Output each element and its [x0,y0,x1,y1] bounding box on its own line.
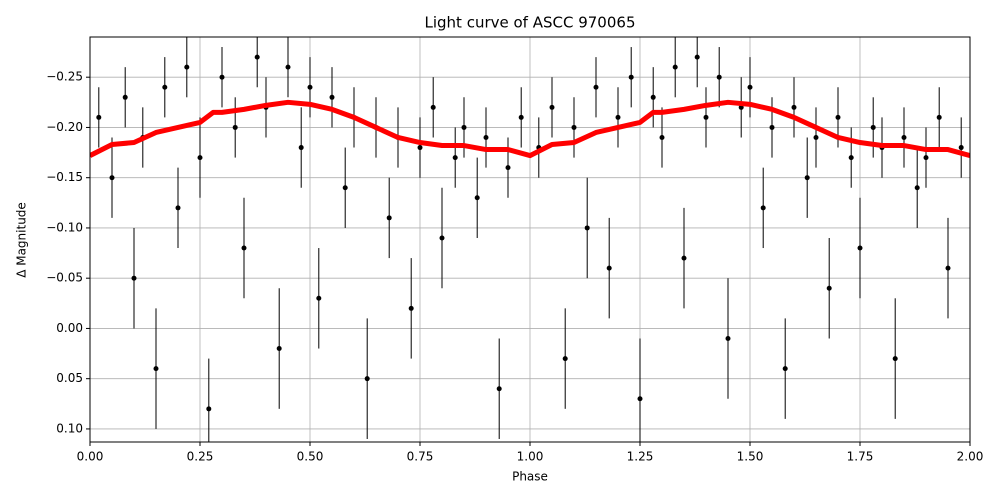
x-tick-label: 1.25 [627,450,654,464]
y-tick-label: 0.10 [56,421,83,435]
data-point [430,104,436,110]
x-tick-label: 0.75 [407,450,434,464]
data-point [131,275,137,281]
y-tick-label: −0.25 [46,70,83,84]
y-axis-label: Δ Magnitude [15,202,29,278]
data-point [307,84,313,90]
data-point [615,114,621,120]
y-tick-label: 0.00 [56,321,83,335]
data-point [285,64,291,70]
data-point [364,376,370,382]
data-point [439,235,445,241]
x-tick-label: 0.50 [297,450,324,464]
x-tick-label: 0.00 [77,450,104,464]
x-axis-label: Phase [512,470,548,484]
y-tick-label: −0.15 [46,170,83,184]
data-point [109,175,115,181]
data-point [219,74,225,80]
data-point [518,114,524,120]
data-point [184,64,190,70]
data-point [298,145,304,151]
data-point [241,245,247,251]
y-tick-label: −0.05 [46,271,83,285]
data-point [417,145,423,151]
data-point [650,94,656,100]
data-point [197,155,203,161]
data-point [496,386,502,392]
data-point [452,155,458,161]
data-point [206,406,212,412]
x-tick-label: 1.75 [847,450,874,464]
data-point [562,356,568,362]
data-point [549,104,555,110]
data-point [813,134,819,140]
data-point [628,74,634,80]
data-point [254,54,260,60]
data-point [483,134,489,140]
data-point [694,54,700,60]
data-point [96,114,102,120]
data-point [835,114,841,120]
data-point [593,84,599,90]
data-point [276,346,282,352]
chart-title: Light curve of ASCC 970065 [425,14,636,32]
data-point [681,255,687,261]
data-point [958,145,964,151]
data-point [945,265,951,271]
data-point [329,94,335,100]
data-point [659,134,665,140]
trend-line [90,99,970,159]
data-point [716,74,722,80]
data-point [848,155,854,161]
data-point [936,114,942,120]
data-point [122,94,128,100]
data-point [637,396,643,402]
data-point [505,165,511,171]
data-point [386,215,392,221]
data-point [461,124,467,130]
data-point [342,185,348,191]
data-point [782,366,788,372]
data-point [584,225,590,231]
x-tick-label: 1.50 [737,450,764,464]
data-point [826,285,832,291]
data-point [914,185,920,191]
data-point [606,265,612,271]
data-point [923,155,929,161]
data-point [703,114,709,120]
data-point [760,205,766,211]
data-point [892,356,898,362]
data-point [769,124,775,130]
data-point [153,366,159,372]
x-tick-label: 1.00 [517,450,544,464]
data-point [175,205,181,211]
data-point [725,335,731,341]
data-point [747,84,753,90]
data-point [857,245,863,251]
data-point [316,295,322,301]
data-point [162,84,168,90]
y-tick-label: −0.20 [46,120,83,134]
data-point [571,124,577,130]
data-point [901,134,907,140]
plot-area [90,37,970,442]
data-point [870,124,876,130]
data-point [672,64,678,70]
y-tick-label: −0.10 [46,220,83,234]
data-point [804,175,810,181]
y-tick-label: 0.05 [56,371,83,385]
x-tick-label: 0.25 [187,450,214,464]
data-point [474,195,480,201]
data-point [232,124,238,130]
data-point [408,305,414,311]
data-point [791,104,797,110]
x-tick-label: 2.00 [957,450,984,464]
plot-frame [89,36,971,443]
